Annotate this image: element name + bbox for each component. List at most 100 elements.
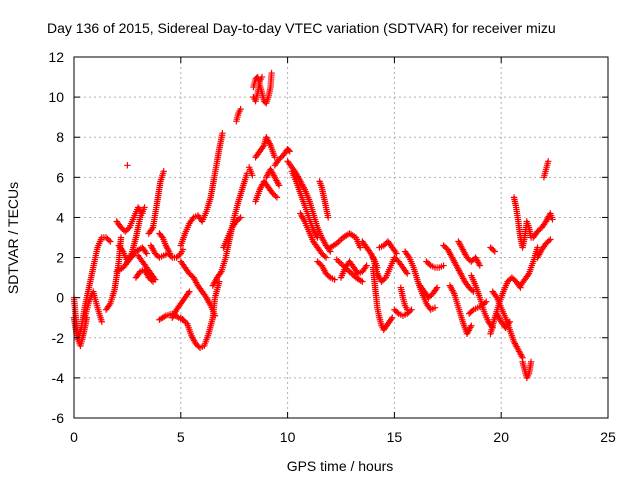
data-point — [547, 236, 554, 243]
data-point — [468, 307, 476, 315]
y-tick-label: 2 — [56, 250, 64, 266]
data-point — [118, 246, 126, 254]
data-point — [432, 285, 440, 293]
data-point — [440, 262, 447, 269]
data-point — [325, 273, 333, 280]
y-tick-label: -2 — [52, 330, 65, 346]
data-point — [273, 194, 281, 201]
data-point — [362, 263, 369, 271]
y-tick-label: 12 — [48, 49, 64, 65]
data-point — [394, 309, 401, 316]
data-point — [249, 172, 256, 179]
y-tick-label: -6 — [52, 410, 65, 426]
data-point — [237, 105, 244, 113]
chart-title: Day 136 of 2015, Sidereal Day-to-day VTE… — [47, 20, 556, 36]
y-tick-label: 0 — [56, 290, 64, 306]
data-point — [275, 182, 283, 189]
data-point — [506, 318, 513, 325]
x-tick-label: 20 — [493, 429, 509, 445]
data-point — [324, 214, 332, 221]
data-point — [237, 214, 244, 221]
data-point — [426, 261, 433, 268]
data-point — [150, 274, 158, 282]
data-point — [527, 358, 535, 366]
plot-frame — [73, 56, 609, 419]
data-point — [433, 284, 441, 291]
data-point — [106, 301, 113, 309]
data-point — [544, 158, 552, 165]
data-point — [392, 248, 399, 256]
data-point — [124, 162, 131, 169]
data-point — [331, 276, 338, 283]
y-tick-label: 8 — [56, 129, 64, 145]
data-point — [490, 247, 497, 254]
x-axis-ticks: 0 5 10 15 20 25 — [70, 57, 616, 445]
data-point — [285, 147, 292, 154]
data-point — [363, 262, 370, 269]
y-tick-label: 4 — [56, 209, 64, 225]
data-point — [335, 257, 342, 265]
data-point — [314, 234, 321, 241]
x-axis-label: GPS time / hours — [287, 458, 394, 474]
x-tick-label: 10 — [280, 429, 296, 445]
data-point — [141, 204, 148, 211]
data-point — [268, 69, 275, 77]
x-tick-label: 0 — [70, 429, 78, 445]
data-point — [135, 269, 143, 277]
y-tick-label: 10 — [48, 89, 64, 105]
data-point — [105, 236, 113, 244]
data-point — [158, 232, 165, 240]
data-point — [189, 215, 196, 223]
data-point — [336, 259, 344, 266]
data-point — [107, 238, 114, 245]
data-point — [176, 251, 183, 259]
data-point — [491, 248, 498, 255]
data-point — [258, 73, 266, 81]
data-point — [359, 278, 366, 285]
data-point — [124, 225, 132, 233]
data-point — [117, 234, 125, 241]
data-point — [98, 318, 105, 325]
data-point — [387, 316, 395, 323]
data-point — [357, 244, 364, 251]
data-point — [322, 254, 330, 261]
data-point — [402, 268, 410, 276]
data-point — [549, 216, 556, 223]
x-tick-label: 15 — [387, 429, 403, 445]
data-point — [524, 271, 532, 279]
data-point — [151, 276, 159, 283]
data-point — [179, 246, 187, 253]
data-point — [405, 252, 412, 260]
data-point — [468, 287, 476, 294]
y-axis-label: SDTVAR / TECUs — [5, 182, 21, 294]
data-points — [70, 69, 556, 382]
data-point — [545, 237, 553, 245]
data-point — [404, 270, 411, 277]
grid-lines — [74, 57, 608, 418]
x-tick-label: 5 — [177, 429, 185, 445]
data-point — [142, 248, 149, 256]
data-point — [271, 154, 278, 161]
data-point — [492, 292, 500, 300]
x-tick-label: 25 — [600, 429, 616, 445]
data-point — [468, 322, 475, 329]
data-point — [321, 253, 328, 260]
data-point — [476, 262, 484, 269]
data-point — [286, 148, 293, 155]
y-tick-label: 6 — [56, 169, 64, 185]
data-point — [259, 143, 267, 150]
data-point — [389, 314, 396, 321]
data-point — [217, 269, 224, 277]
data-point — [186, 288, 193, 295]
y-tick-label: -4 — [52, 370, 65, 386]
y-axis-ticks: -6 -4 -2 0 2 4 6 8 10 12 — [48, 49, 608, 426]
data-point — [272, 192, 279, 200]
data-point — [166, 250, 174, 257]
data-point — [336, 237, 344, 244]
data-point — [406, 307, 414, 315]
data-point — [431, 304, 439, 311]
data-point — [185, 289, 192, 297]
data-point — [143, 250, 150, 257]
data-point — [505, 320, 512, 327]
